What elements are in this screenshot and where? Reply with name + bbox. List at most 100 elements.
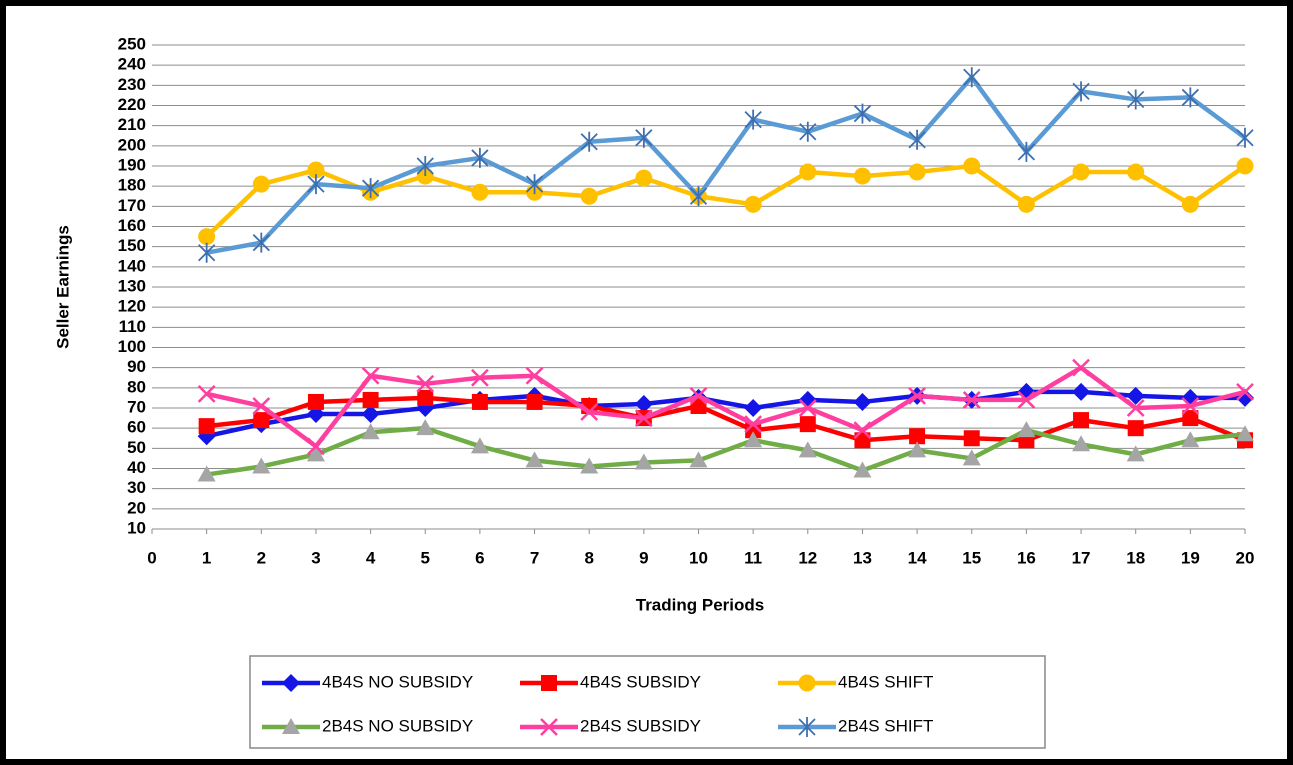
marker	[689, 451, 708, 468]
series-line	[206, 365, 1246, 449]
y-tick-label: 30	[127, 478, 146, 497]
marker	[580, 131, 598, 152]
marker	[799, 121, 817, 142]
marker	[416, 156, 434, 176]
y-tick-label: 150	[118, 236, 146, 255]
marker	[526, 393, 543, 410]
marker	[1127, 420, 1144, 437]
marker	[252, 175, 270, 193]
marker	[853, 421, 872, 440]
y-tick-label: 190	[118, 155, 146, 174]
marker	[541, 675, 557, 691]
x-tick-label: 15	[962, 548, 981, 567]
y-tick-label: 170	[118, 196, 146, 215]
marker	[634, 453, 653, 470]
marker	[361, 405, 380, 424]
marker	[854, 432, 871, 449]
y-tick-label: 20	[127, 498, 146, 517]
x-tick-label: 20	[1236, 548, 1255, 567]
series-line	[206, 75, 1247, 255]
marker	[798, 441, 817, 458]
marker	[197, 384, 216, 403]
marker	[963, 430, 980, 447]
marker	[798, 717, 816, 737]
marker	[908, 387, 926, 405]
marker	[416, 374, 435, 393]
marker	[1126, 399, 1145, 417]
marker	[799, 163, 817, 181]
y-tick-label: 130	[118, 276, 146, 295]
marker	[635, 127, 653, 148]
marker	[1017, 141, 1036, 162]
marker	[198, 228, 216, 246]
marker	[1072, 435, 1091, 452]
x-tick-label: 0	[147, 548, 156, 567]
y-tick-label: 200	[118, 135, 146, 154]
marker	[580, 457, 599, 474]
marker	[540, 718, 558, 736]
marker	[853, 392, 872, 411]
y-tick-label: 100	[118, 337, 146, 356]
y-tick-label: 220	[118, 95, 146, 114]
marker	[471, 368, 489, 387]
marker	[525, 174, 544, 195]
marker	[689, 186, 708, 207]
marker	[361, 423, 380, 440]
marker	[1126, 386, 1145, 405]
marker	[963, 157, 981, 175]
marker	[361, 178, 380, 199]
marker	[1072, 382, 1091, 401]
marker	[1072, 358, 1090, 377]
marker	[580, 187, 598, 205]
legend-label: 4B4S SUBSIDY	[580, 672, 701, 691]
marker	[962, 391, 981, 409]
marker	[1181, 397, 1200, 415]
marker	[1236, 127, 1254, 148]
x-axis-label: Trading Periods	[636, 595, 764, 614]
marker	[198, 242, 216, 263]
x-tick-label: 13	[853, 548, 872, 567]
y-tick-label: 90	[127, 357, 146, 376]
y-tick-label: 70	[127, 397, 146, 416]
marker	[307, 161, 325, 179]
x-tick-label: 17	[1072, 548, 1091, 567]
marker	[252, 457, 271, 474]
marker	[908, 163, 926, 181]
y-tick-label: 40	[127, 458, 146, 477]
y-tick-label: 230	[118, 75, 146, 94]
y-tick-label: 210	[118, 115, 146, 134]
marker	[362, 391, 379, 408]
y-tick-label: 110	[119, 317, 146, 336]
x-tick-label: 11	[744, 548, 762, 567]
y-tick-label: 80	[127, 377, 146, 396]
x-tick-label: 1	[202, 548, 211, 567]
marker	[853, 461, 872, 478]
y-tick-label: 180	[118, 176, 146, 195]
marker	[471, 183, 489, 201]
y-tick-label: 120	[118, 297, 146, 316]
marker	[1127, 89, 1145, 110]
marker	[690, 397, 707, 414]
marker	[471, 147, 489, 168]
marker	[689, 387, 708, 405]
series-line	[206, 389, 1245, 439]
marker	[853, 167, 871, 185]
x-tick-label: 4	[366, 548, 376, 567]
marker	[471, 393, 488, 410]
marker	[963, 67, 981, 88]
marker	[634, 394, 653, 413]
y-tick-label: 160	[118, 216, 146, 235]
marker	[307, 393, 324, 410]
marker	[909, 428, 926, 445]
marker	[853, 103, 872, 124]
legend-label: 2B4S SHIFT	[838, 716, 933, 735]
marker	[962, 449, 981, 466]
marker	[282, 674, 300, 692]
series-line	[205, 163, 1247, 239]
marker	[1181, 87, 1199, 108]
x-tick-label: 8	[584, 548, 593, 567]
marker	[1017, 421, 1036, 438]
marker	[416, 419, 435, 436]
marker	[744, 431, 763, 448]
